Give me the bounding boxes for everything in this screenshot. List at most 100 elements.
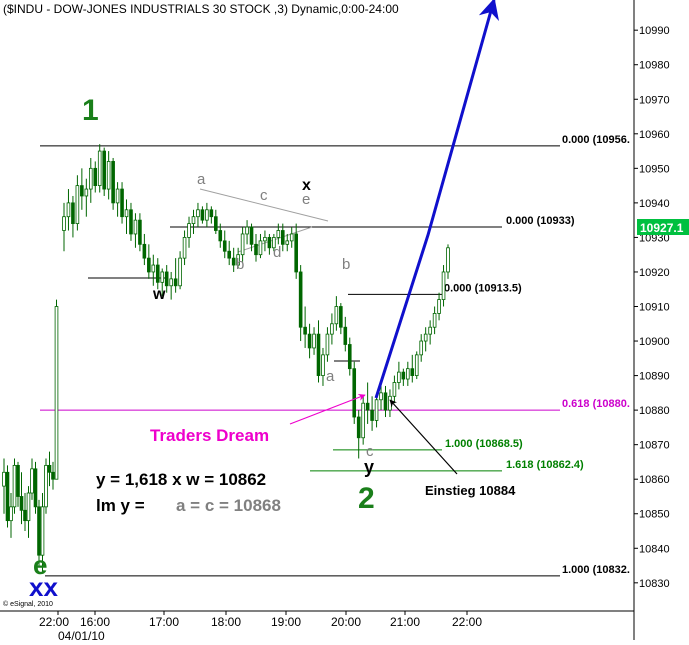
candle-body	[303, 326, 307, 335]
y-tick-label: 10860	[639, 474, 670, 486]
candle-body	[129, 209, 133, 235]
candle-body	[2, 471, 6, 487]
candle-body	[245, 226, 249, 235]
candle-body	[214, 216, 218, 231]
y-tick-label: 10920	[639, 267, 670, 279]
candle-body	[164, 271, 169, 287]
candle-body	[307, 333, 312, 349]
y-tick-label: 10980	[639, 60, 670, 72]
level-label: 0.000 (10956.	[562, 134, 630, 146]
candle-body	[106, 161, 111, 190]
candle-body	[419, 340, 424, 356]
candle-body	[178, 257, 182, 287]
candle-body	[397, 371, 401, 383]
level-label: 1.618 (10862.4)	[506, 459, 584, 471]
candle-body	[352, 368, 357, 418]
formula-line-1: y = 1,618 x w = 10862	[96, 470, 266, 489]
formula-line-2-prefix: lm y =	[96, 496, 145, 515]
candle-body	[227, 250, 232, 259]
projection-arrow	[374, 0, 499, 399]
sub-c2-label: c	[366, 443, 374, 460]
candle-body	[254, 243, 258, 256]
candle-body	[423, 333, 428, 342]
candle-body	[196, 209, 200, 218]
candle-body	[339, 306, 343, 328]
level-label: 0.618 (10880.	[562, 398, 630, 410]
wave-1-label: 1	[82, 94, 99, 127]
last-price-marker: 10927.1	[637, 219, 689, 235]
candle-body	[40, 506, 45, 556]
y-tick-label: 10880	[639, 405, 670, 417]
x-tick-label: 22:00	[39, 615, 69, 629]
candle-body	[30, 468, 34, 494]
level-label: 0.000 (10913.5)	[444, 282, 522, 294]
esignal-credit: © eSignal, 2010	[3, 600, 53, 608]
candle-body	[51, 471, 55, 480]
sub-e-label: e	[302, 191, 310, 208]
candle-body	[446, 247, 450, 273]
candle-body	[124, 209, 129, 218]
candle-body	[16, 464, 20, 497]
last-price-label: 10927.1	[640, 221, 684, 235]
wave-x-label: x	[302, 177, 311, 194]
traders-dream-arrow	[289, 393, 366, 425]
candle-body	[347, 344, 352, 370]
y-tick-label: 10940	[639, 198, 670, 210]
candle-body	[289, 233, 294, 242]
fib-levels: 0.000 (10956. 0.000 (10933) 0.000 (10913.5…	[40, 134, 630, 577]
candle-body	[191, 216, 196, 225]
candle-body	[388, 395, 392, 411]
formula-line-2-rest: a = c = 10868	[176, 496, 281, 515]
candle-body	[365, 402, 370, 411]
candle-body	[437, 299, 441, 314]
candle-body	[5, 471, 10, 522]
y-tick-label: 10970	[639, 94, 670, 106]
candle-body	[231, 257, 236, 266]
candle-body	[209, 209, 214, 218]
candle-body	[379, 392, 383, 401]
candle-body	[151, 264, 156, 273]
candle-body	[249, 226, 254, 245]
y-tick-label: 10990	[639, 25, 670, 37]
sub-a-label: a	[197, 171, 206, 188]
chart-title: ($INDU - DOW-JONES INDUSTRIALS 30 STOCK …	[3, 2, 399, 16]
candle-body	[155, 264, 160, 283]
x-tick-label: 21:00	[390, 615, 420, 629]
candle-body	[111, 161, 115, 204]
entry-arrow	[389, 399, 458, 475]
candle-body	[370, 409, 374, 421]
candle-body	[142, 243, 147, 259]
candle-body	[133, 219, 138, 235]
candle-body	[414, 354, 419, 376]
candle-body	[258, 240, 263, 256]
entry-label: Einstieg 10884	[425, 483, 516, 498]
candle-body	[428, 326, 432, 335]
y-tick-label: 10910	[639, 302, 670, 314]
sub-a2-label: a	[326, 368, 335, 385]
wave-2-label: 2	[358, 482, 375, 515]
x-tick-label: 19:00	[271, 615, 301, 629]
candle-body	[97, 150, 102, 187]
y-axis: 10830 10840 10850 10860 10870 10880 10890 10900…	[633, 0, 670, 640]
candle-body	[84, 188, 89, 197]
candle-body	[343, 326, 348, 345]
candle-body	[441, 271, 446, 300]
y-tick-label: 10870	[639, 440, 670, 452]
candle-body	[312, 333, 316, 349]
candle-body	[62, 216, 66, 231]
sub-d-label: d	[273, 244, 281, 261]
candle-body	[222, 240, 227, 252]
candle-body	[93, 167, 98, 187]
sub-b2-label: b	[342, 256, 350, 273]
candle-body	[263, 237, 267, 242]
x-tick-label: 22:00	[452, 615, 482, 629]
candle-body	[321, 354, 325, 376]
candle-body	[401, 371, 406, 380]
candle-body	[160, 271, 165, 283]
candle-body	[71, 202, 75, 225]
triangle-upper-line	[199, 188, 329, 222]
candle-body	[406, 368, 410, 380]
candle-body	[80, 185, 84, 197]
candle-body	[88, 167, 93, 190]
